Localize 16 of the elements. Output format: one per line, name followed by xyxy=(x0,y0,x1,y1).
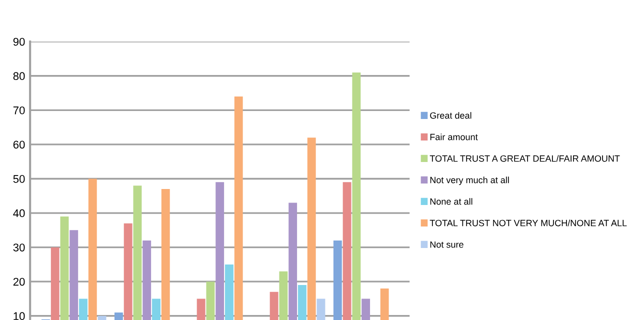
y-tick-label: 10 xyxy=(14,312,25,320)
y-tick-label: 40 xyxy=(13,209,25,218)
legend-label: TOTAL TRUST NOT VERY MUCH/NONE AT ALL xyxy=(430,220,627,226)
y-tick-label: 60 xyxy=(13,140,25,149)
y-tick-label: 30 xyxy=(13,244,25,252)
legend-label: Fair amount xyxy=(430,134,478,140)
legend-label: Not sure xyxy=(430,241,464,248)
legend-label: TOTAL TRUST A GREAT DEAL/FAIR AMOUNT xyxy=(430,155,620,162)
y-tick-label: 80 xyxy=(13,72,25,80)
legend-label: Not very much at all xyxy=(430,176,509,186)
y-tick-label: 20 xyxy=(13,278,25,286)
y-tick-label: 70 xyxy=(13,106,25,114)
y-tick-label: 50 xyxy=(13,175,25,183)
y-tick-label: 90 xyxy=(13,38,25,46)
legend-label: None at all xyxy=(430,198,472,205)
legend-label: Great deal xyxy=(430,112,472,119)
